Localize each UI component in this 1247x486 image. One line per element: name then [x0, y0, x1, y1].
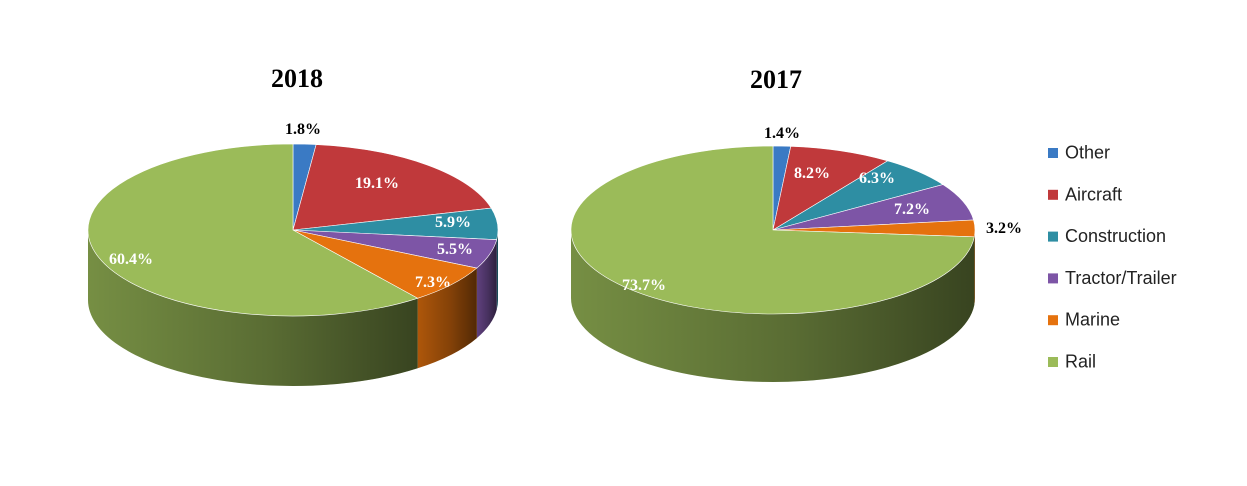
data-label-rail: 73.7%	[622, 277, 666, 294]
legend-label-marine: Marine	[1065, 310, 1120, 330]
pie-side-shade-marine	[974, 230, 975, 305]
data-label-construction: 6.3%	[859, 170, 895, 187]
data-label-aircraft: 19.1%	[355, 175, 399, 192]
data-labels: 1.8% 19.1% 5.9% 5.5% 7.3% 60.4%	[109, 121, 473, 291]
pie-side-shade-rail	[88, 230, 418, 386]
data-label-aircraft: 8.2%	[794, 165, 830, 182]
pie-top-faces	[570, 145, 976, 315]
legend-label-other: Other	[1065, 143, 1110, 163]
data-label-construction: 5.9%	[435, 214, 471, 231]
pie-chart-2018: 2018 1.8% 19.1% 5.9% 5.5% 7.3% 60.4%	[87, 64, 499, 386]
data-label-marine: 3.2%	[986, 220, 1022, 237]
legend: Other Aircraft Construction Tractor/Trailer…	[1048, 143, 1177, 372]
pie-side-shade-tractor-trailer	[476, 239, 497, 339]
data-label-tractor-trailer: 7.2%	[894, 201, 930, 218]
legend-swatch-aircraft	[1048, 189, 1058, 200]
data-label-other: 1.4%	[764, 125, 800, 142]
data-label-tractor-trailer: 5.5%	[437, 241, 473, 258]
data-label-other: 1.8%	[285, 121, 321, 138]
legend-label-construction: Construction	[1065, 226, 1166, 246]
pie-chart-2017: 2017 1.4% 8.2% 6.3% 7.2% 3.2% 73.7%	[570, 65, 1022, 383]
legend-swatch-construction	[1048, 231, 1058, 242]
legend-swatch-marine	[1048, 315, 1058, 326]
pie-side-shade-construction	[496, 230, 498, 310]
legend-label-tractor-trailer: Tractor/Trailer	[1065, 268, 1177, 288]
data-label-marine: 7.3%	[415, 274, 451, 291]
pie-slice-rail	[570, 145, 975, 315]
legend-swatch-rail	[1048, 357, 1058, 367]
chart-title: 2017	[750, 65, 802, 94]
pie-top-faces	[87, 143, 499, 317]
legend-swatch-tractor-trailer	[1048, 273, 1058, 284]
legend-label-rail: Rail	[1065, 352, 1096, 372]
pie-side-walls	[571, 230, 975, 383]
data-labels: 1.4% 8.2% 6.3% 7.2% 3.2% 73.7%	[622, 125, 1022, 294]
legend-swatch-other	[1048, 148, 1058, 158]
data-label-rail: 60.4%	[109, 251, 153, 268]
pie-slice-rail	[87, 143, 419, 317]
pie-slice-aircraft	[772, 146, 889, 231]
pie-side-shade-rail	[571, 230, 975, 383]
pie-slice-aircraft	[292, 144, 492, 231]
chart-title: 2018	[271, 64, 323, 93]
legend-label-aircraft: Aircraft	[1065, 184, 1122, 204]
